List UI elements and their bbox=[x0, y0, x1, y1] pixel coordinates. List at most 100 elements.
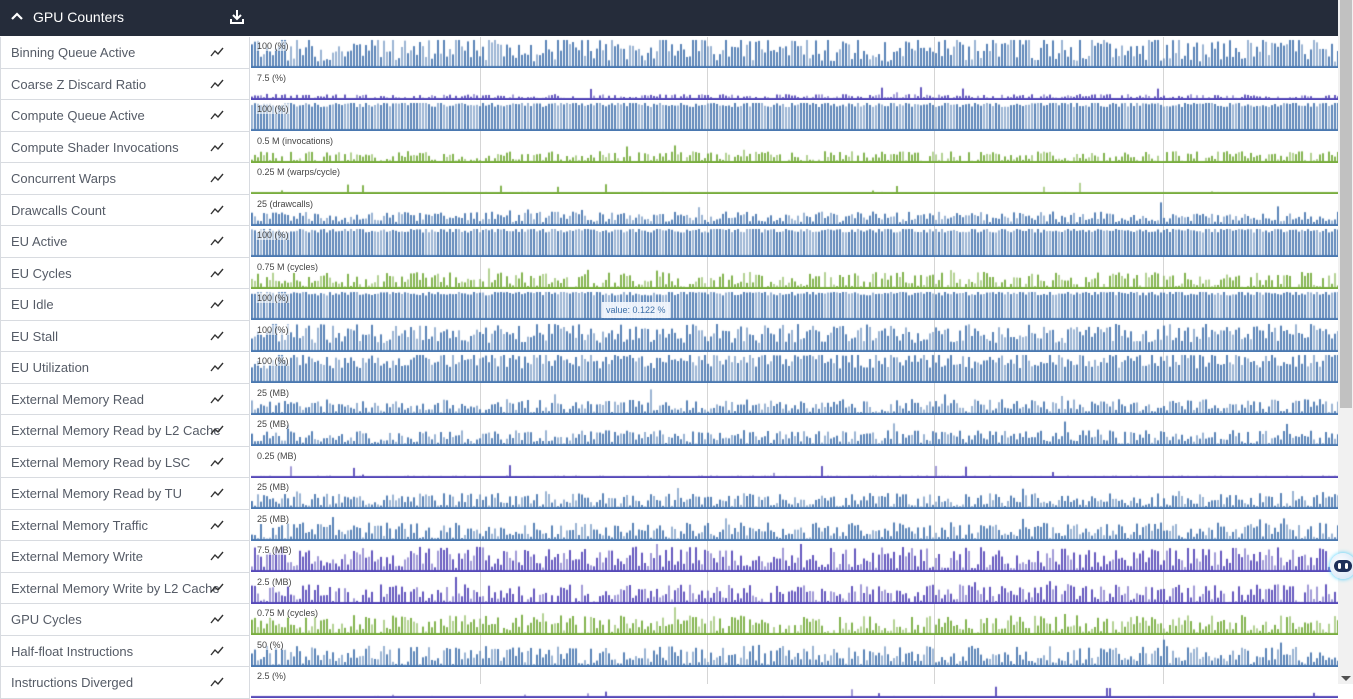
counter-label[interactable]: External Memory Traffic bbox=[0, 509, 250, 541]
counter-name: Concurrent Warps bbox=[11, 171, 116, 186]
counter-label[interactable]: EU Idle bbox=[0, 289, 250, 321]
trend-chart-icon[interactable] bbox=[210, 551, 224, 561]
counter-scale: 100 (%) bbox=[256, 356, 290, 366]
counter-graph[interactable]: 100 (%) bbox=[251, 289, 1338, 321]
counter-graph[interactable]: 25 (drawcalls) bbox=[251, 194, 1338, 227]
counter-label[interactable]: Instructions Diverged bbox=[0, 667, 250, 699]
counter-row: External Memory Write by L2 Cache 2.5 (M… bbox=[0, 572, 1338, 605]
counter-label[interactable]: External Memory Read bbox=[0, 383, 250, 415]
counter-sparkline bbox=[251, 163, 1338, 194]
counter-row: External Memory Read by TU 25 (MB) bbox=[0, 478, 1338, 510]
trend-chart-icon[interactable] bbox=[210, 646, 224, 656]
trend-chart-icon[interactable] bbox=[210, 457, 224, 467]
counter-scale: 7.5 (%) bbox=[256, 72, 288, 83]
trend-chart-icon[interactable] bbox=[210, 268, 224, 278]
counter-graph[interactable]: 25 (MB) bbox=[251, 415, 1338, 447]
counter-scale: 2.5 (%) bbox=[256, 671, 288, 681]
scrollbar-thumb[interactable] bbox=[1340, 0, 1352, 408]
chevron-up-icon[interactable] bbox=[10, 9, 24, 23]
counter-sparkline bbox=[251, 383, 1338, 415]
trend-chart-icon[interactable] bbox=[210, 79, 224, 89]
counter-graph[interactable]: 100 (%) bbox=[251, 226, 1338, 258]
trend-chart-icon[interactable] bbox=[210, 488, 224, 498]
counter-name: Drawcalls Count bbox=[11, 202, 106, 218]
counter-label[interactable]: External Memory Read by L2 Cache bbox=[0, 415, 250, 447]
counter-sparkline bbox=[251, 415, 1338, 446]
counter-graph[interactable]: 0.25 M (warps/cycle) bbox=[251, 163, 1338, 195]
counter-label[interactable]: External Memory Read by LSC bbox=[0, 446, 250, 478]
counter-name: External Memory Read by TU bbox=[11, 486, 182, 501]
counter-graph[interactable]: 50 (%) bbox=[251, 635, 1338, 668]
counter-label[interactable]: EU Cycles bbox=[0, 257, 250, 289]
trend-chart-icon[interactable] bbox=[210, 614, 224, 624]
counter-name: External Memory Traffic bbox=[11, 517, 149, 533]
counter-sparkline bbox=[251, 478, 1338, 509]
counter-row: EU Cycles 0.75 M (cycles) bbox=[0, 257, 1338, 290]
counter-scale: 50 (%) bbox=[256, 639, 285, 650]
trend-chart-icon[interactable] bbox=[210, 142, 224, 152]
counter-graph[interactable]: 2.5 (%) bbox=[251, 667, 1338, 699]
trend-chart-icon[interactable] bbox=[210, 299, 224, 309]
trend-chart-icon[interactable] bbox=[210, 236, 224, 246]
counter-label[interactable]: External Memory Write bbox=[0, 541, 250, 573]
counter-graph[interactable]: 0.75 M (cycles) bbox=[251, 257, 1338, 290]
counter-label[interactable]: EU Utilization bbox=[0, 352, 250, 384]
counter-graph[interactable]: 25 (MB) bbox=[251, 509, 1338, 542]
counter-label[interactable]: Half-float Instructions bbox=[0, 635, 250, 667]
counter-label[interactable]: EU Active bbox=[0, 226, 250, 258]
counter-scale: 25 (MB) bbox=[256, 482, 291, 492]
counter-row: External Memory Traffic 25 (MB) bbox=[0, 509, 1338, 542]
counter-graph[interactable]: 100 (%) bbox=[251, 37, 1338, 69]
counter-scale: 0.75 M (cycles) bbox=[256, 608, 320, 618]
scroll-down-arrow-icon[interactable] bbox=[1341, 676, 1351, 681]
counter-label[interactable]: Concurrent Warps bbox=[0, 163, 250, 195]
trend-chart-icon[interactable] bbox=[210, 110, 224, 120]
trend-chart-icon[interactable] bbox=[210, 583, 224, 593]
counter-label[interactable]: Compute Queue Active bbox=[0, 100, 250, 132]
counter-graph[interactable]: 100 (%) bbox=[251, 100, 1338, 132]
counter-graph[interactable]: 0.25 (MB) bbox=[251, 446, 1338, 479]
counter-sparkline bbox=[251, 289, 1338, 320]
trend-chart-icon[interactable] bbox=[210, 47, 224, 57]
counter-graph[interactable]: 0.5 M (invocations) bbox=[251, 131, 1338, 164]
trend-chart-icon[interactable] bbox=[210, 677, 224, 687]
counter-label[interactable]: Binning Queue Active bbox=[0, 37, 250, 69]
counter-label[interactable]: EU Stall bbox=[0, 320, 250, 352]
counter-scale: 2.5 (MB) bbox=[256, 576, 293, 587]
trend-chart-icon[interactable] bbox=[210, 362, 224, 372]
trend-chart-icon[interactable] bbox=[210, 173, 224, 183]
trend-chart-icon[interactable] bbox=[210, 331, 224, 341]
counter-graph[interactable]: 7.5 (MB) bbox=[251, 541, 1338, 573]
counter-label[interactable]: Coarse Z Discard Ratio bbox=[0, 68, 250, 100]
counter-graph[interactable]: 25 (MB) bbox=[251, 478, 1338, 510]
download-icon[interactable] bbox=[229, 9, 245, 25]
trend-chart-icon[interactable] bbox=[210, 394, 224, 404]
counter-graph[interactable]: 7.5 (%) bbox=[251, 68, 1338, 101]
counter-scale: 0.5 M (invocations) bbox=[256, 135, 335, 146]
counter-label[interactable]: External Memory Write by L2 Cache bbox=[0, 572, 250, 604]
counter-sparkline bbox=[251, 572, 1338, 604]
counter-row: GPU Cycles 0.75 M (cycles) bbox=[0, 604, 1338, 636]
counter-sparkline bbox=[251, 635, 1338, 667]
counter-sparkline bbox=[251, 194, 1338, 226]
counter-scale: 0.75 M (cycles) bbox=[256, 261, 320, 272]
trend-chart-icon[interactable] bbox=[210, 205, 224, 215]
counter-name: External Memory Write by L2 Cache bbox=[11, 580, 220, 596]
counter-graph[interactable]: 0.75 M (cycles) bbox=[251, 604, 1338, 636]
counter-label[interactable]: External Memory Read by TU bbox=[0, 478, 250, 510]
counter-label[interactable]: Drawcalls Count bbox=[0, 194, 250, 226]
counter-graph[interactable]: 25 (MB) bbox=[251, 383, 1338, 416]
counter-graph[interactable]: 2.5 (MB) bbox=[251, 572, 1338, 605]
trend-chart-icon[interactable] bbox=[210, 425, 224, 435]
trend-chart-icon[interactable] bbox=[210, 520, 224, 530]
assistant-bot-icon[interactable] bbox=[1330, 553, 1353, 579]
counter-label[interactable]: GPU Cycles bbox=[0, 604, 250, 636]
counter-row: External Memory Write 7.5 (MB) bbox=[0, 541, 1338, 573]
counter-graph[interactable]: 100 (%) bbox=[251, 352, 1338, 384]
counter-graph[interactable]: 100 (%) bbox=[251, 320, 1338, 353]
counter-name: External Memory Read by LSC bbox=[11, 454, 191, 470]
counter-name: EU Stall bbox=[11, 328, 58, 344]
counter-label[interactable]: Compute Shader Invocations bbox=[0, 131, 250, 163]
counter-scale: 100 (%) bbox=[256, 324, 290, 335]
panel-title: GPU Counters bbox=[33, 9, 125, 25]
